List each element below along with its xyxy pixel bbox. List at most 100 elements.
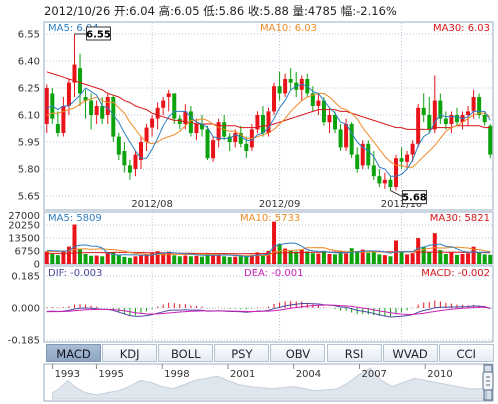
candle-body (183, 111, 188, 124)
tab-cci[interactable]: CCI (438, 344, 494, 362)
vol-legend-ma30: MA30: 5821 (430, 213, 490, 224)
price-x-ticks: 2012/08 2012/09 2012/10 (131, 199, 422, 210)
volume-bar (244, 255, 249, 264)
navigator-year-label: 2004 (296, 369, 321, 380)
volume-bar (443, 253, 448, 264)
volume-bar (260, 254, 265, 264)
candle-body (266, 111, 271, 133)
volume-bar (50, 253, 55, 264)
volume-bar (338, 252, 343, 264)
vol-legend-ma5: MA5: 5809 (48, 213, 102, 224)
volume-bar (61, 250, 66, 264)
volume-bar (216, 254, 221, 264)
tab-kdj[interactable]: KDJ (102, 344, 158, 362)
volume-ma-lines (46, 242, 491, 258)
candle-body (172, 93, 177, 119)
volume-bar (327, 253, 332, 264)
candle-body (371, 165, 376, 177)
legend-ma30: MA30: 6.03 (433, 23, 490, 34)
volume-bar (211, 255, 216, 264)
candle-body (405, 154, 410, 162)
candle-body (199, 124, 204, 130)
volume-bar (471, 246, 476, 264)
candle-body (244, 143, 249, 151)
candle-body (83, 97, 88, 101)
volume-bar (227, 257, 232, 264)
tab-macd[interactable]: MACD (46, 344, 102, 362)
volume-ma5-line (46, 242, 491, 258)
price-y-tick-label: 5.65 (18, 192, 40, 203)
candle-body (321, 100, 326, 123)
volume-bar (382, 255, 387, 264)
volume-bar (111, 252, 116, 264)
candle-body (177, 118, 182, 124)
navigator-year-label: 2010 (427, 369, 452, 380)
candle-body (111, 97, 116, 137)
volume-bar (127, 257, 132, 264)
volume-bar (294, 251, 299, 264)
macd-legend-dif: DIF: -0.003 (48, 268, 102, 279)
volume-bar (133, 256, 138, 264)
price-y-tick-label: 5.80 (18, 165, 40, 176)
tab-boll[interactable]: BOLL (158, 344, 214, 362)
candle-body (150, 118, 155, 128)
macd-legend-macd: MACD: -0.002 (421, 268, 490, 279)
volume-bar (305, 251, 310, 264)
candle-body (482, 115, 487, 123)
macd-y-tick-label: 0.185 (11, 272, 40, 283)
volume-bar (321, 250, 326, 264)
candle-body (360, 143, 365, 166)
volume-bar (421, 246, 426, 264)
candle-body (388, 179, 393, 187)
candle-body (133, 154, 138, 169)
candle-body (432, 100, 437, 130)
tab-rsi[interactable]: RSI (326, 344, 382, 362)
volume-bar (194, 255, 199, 264)
candle-body (355, 154, 360, 169)
volume-bar (355, 251, 360, 264)
candle-body (238, 133, 243, 144)
candle-body (427, 115, 432, 130)
volume-bar (360, 249, 365, 264)
macd-panel-frame (43, 265, 494, 343)
volume-bar (83, 253, 88, 264)
volume-bar (482, 254, 487, 264)
candle-body (316, 100, 321, 106)
volume-y-tick-label: 20250 (8, 221, 40, 232)
navigator-year-label: 2007 (361, 369, 386, 380)
volume-bar (310, 253, 315, 264)
vol-legend-ma10: MA10: 5733 (240, 213, 300, 224)
volume-bar (488, 254, 493, 264)
navigator-year-label: 2001 (230, 369, 255, 380)
price-x-tick-label: 2012/10 (381, 199, 423, 210)
candle-body (260, 115, 265, 133)
volume-bar (266, 250, 271, 264)
candle-body (349, 124, 354, 155)
price-x-tick-label: 2012/09 (259, 199, 301, 210)
navigator-history-area (52, 367, 488, 400)
tab-psy[interactable]: PSY (214, 344, 270, 362)
candle-body (471, 97, 476, 112)
candle-body (466, 111, 471, 115)
candle-body (310, 93, 315, 106)
volume-bar (299, 249, 304, 264)
tab-wvad[interactable]: WVAD (382, 344, 438, 362)
volume-bar (183, 255, 188, 264)
navigator-year-label: 1998 (164, 369, 189, 380)
volume-bar (94, 255, 99, 264)
volume-bar (116, 255, 121, 264)
volume-bar (272, 221, 277, 264)
volume-bar (161, 252, 166, 264)
volume-bar (150, 252, 155, 264)
navigator-year-ticks: 1993 1995 1998 2001 2004 2007 2010 (52, 364, 453, 380)
candle-body (100, 106, 105, 119)
tab-obv[interactable]: OBV (270, 344, 326, 362)
candle-body (122, 151, 127, 166)
candle-body (66, 82, 71, 106)
navigator-history-path (52, 367, 488, 400)
candle-body (410, 143, 415, 155)
candle-body (283, 79, 288, 94)
volume-bar (166, 251, 171, 264)
volume-y-tick-label: 13500 (8, 234, 40, 245)
